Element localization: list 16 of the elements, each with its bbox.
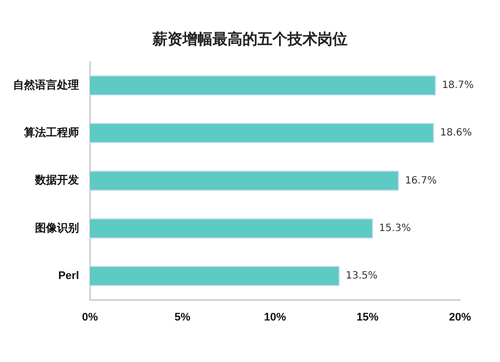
y-tick-label: 自然语言处理 [13,78,79,92]
y-tick-label: 数据开发 [34,174,79,187]
x-tick-label: 15% [356,311,379,324]
y-tick-label: 算法工程师 [23,126,79,140]
data-label: 18.7% [442,80,474,92]
chart-title: 薪资增幅最高的五个技术岗位 [152,30,348,50]
data-label: 15.3% [379,222,411,234]
y-tick-label: 图像识别 [35,221,79,234]
data-label: 13.5% [346,270,378,282]
x-tick-label: 0% [82,311,98,324]
x-tick-label: 10% [264,311,286,324]
data-label: 16.7% [404,175,437,186]
x-tick-label: 20% [448,311,472,324]
data-label: 18.6% [440,128,472,139]
x-tick-label: 5% [174,311,191,324]
y-tick-label: Perl [58,270,79,282]
